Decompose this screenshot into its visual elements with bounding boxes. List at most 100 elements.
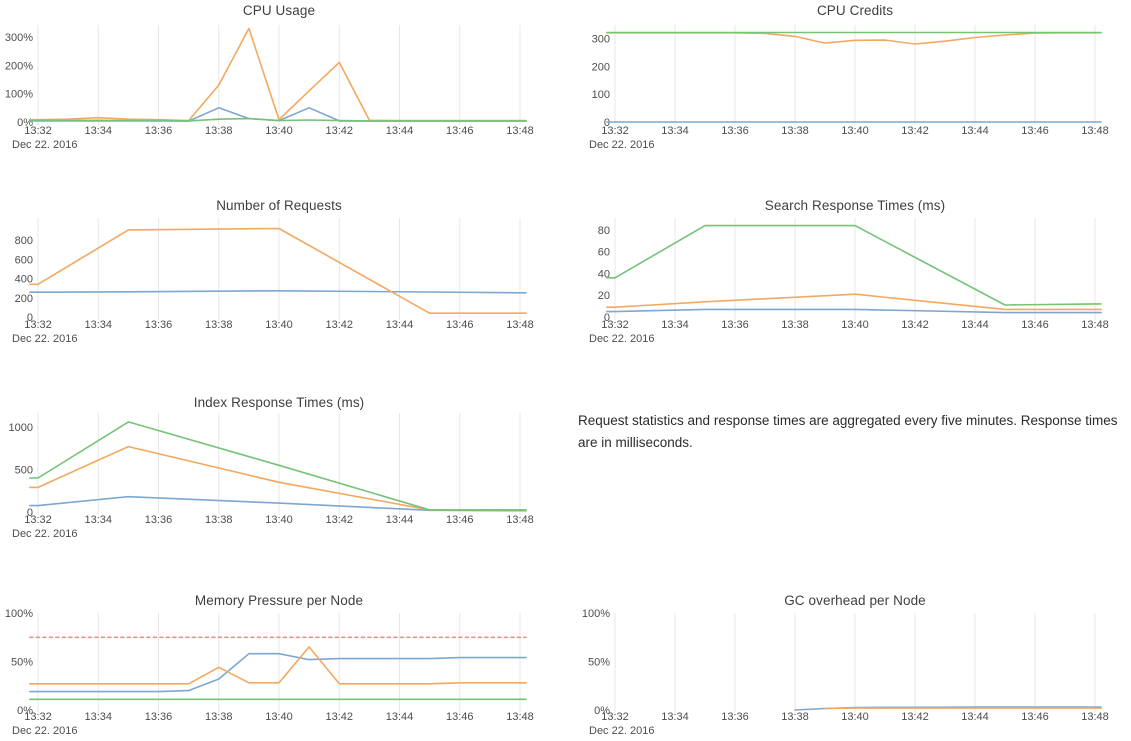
x-axis-date-label: Dec 22. 2016 <box>12 725 77 737</box>
chart-number-of-requests: 13:32 13:34 13:36 13:38 13:40 13:42 13:44 13:46… <box>0 190 565 385</box>
y-tick-label: 50% <box>11 657 33 669</box>
chart-title-index-response-times: Index Response Times (ms) <box>193 395 365 410</box>
x-tick-label: 13:48 <box>1081 125 1109 137</box>
x-tick-label: 13:44 <box>386 711 414 723</box>
y-tick-label: 100 <box>592 89 610 101</box>
x-axis-date-label: Dec 22. 2016 <box>589 333 654 345</box>
y-tick-label: 200 <box>592 61 610 73</box>
aggregation-note-text: Request statistics and response times ar… <box>578 413 1118 450</box>
y-tick-label: 0 <box>27 507 33 519</box>
x-tick-label: 13:40 <box>265 711 293 723</box>
gc-overhead-plot: 13:32 13:34 13:36 13:38 13:40 13:42 13:44 13:46… <box>582 608 1109 737</box>
y-tick-label: 100% <box>5 89 33 101</box>
x-tick-label: 13:44 <box>386 319 414 331</box>
y-tick-label: 60 <box>598 247 610 259</box>
y-tick-label: 100% <box>5 608 33 620</box>
x-tick-label: 13:44 <box>961 711 989 723</box>
y-tick-label: 500 <box>15 465 33 477</box>
chart-title-search-response-times: Search Response Times (ms) <box>764 198 946 213</box>
x-tick-label: 13:40 <box>841 711 869 723</box>
chart-title-cpu-usage: CPU Usage <box>242 3 316 18</box>
y-tick-label: 0% <box>17 117 33 129</box>
chart-gc-overhead-per-node: 13:32 13:34 13:36 13:38 13:40 13:42 13:44 13:46… <box>565 580 1131 741</box>
x-tick-label: 13:34 <box>84 125 112 137</box>
x-tick-label: 13:46 <box>446 711 474 723</box>
index-response-times-green-line <box>29 421 527 511</box>
y-tick-label: 0% <box>594 705 610 717</box>
search-response-times-plot: 13:32 13:34 13:36 13:38 13:40 13:42 13:44 13:46… <box>589 218 1109 345</box>
x-axis-date-label: Dec 22. 2016 <box>12 139 77 151</box>
y-tick-label: 300 <box>592 33 610 45</box>
y-tick-label: 80 <box>598 225 610 237</box>
x-tick-label: 13:48 <box>506 711 534 723</box>
x-tick-label: 13:42 <box>901 125 929 137</box>
x-tick-label: 13:36 <box>721 319 749 331</box>
x-tick-label: 13:34 <box>84 514 112 526</box>
x-tick-label: 13:34 <box>661 125 689 137</box>
memory-pressure-per-node-blue-line <box>29 652 527 693</box>
x-tick-label: 13:46 <box>1021 125 1049 137</box>
search-response-times-green-line <box>606 224 1102 306</box>
x-tick-label: 13:42 <box>901 711 929 723</box>
memory-pressure-per-node-orange-line <box>29 646 527 685</box>
y-tick-label: 400 <box>15 274 33 286</box>
x-tick-label: 13:40 <box>265 319 293 331</box>
x-tick-label: 13:44 <box>386 125 414 137</box>
x-axis-date-label: Dec 22. 2016 <box>12 528 77 540</box>
x-tick-label: 13:38 <box>205 514 233 526</box>
x-tick-label: 13:44 <box>961 125 989 137</box>
x-tick-label: 13:42 <box>901 319 929 331</box>
y-tick-label: 800 <box>15 235 33 247</box>
chart-cpu-credits: 13:32 13:34 13:36 13:38 13:40 13:42 13:44 13:46… <box>565 0 1131 190</box>
chart-memory-pressure-per-node: 13:32 13:34 13:36 13:38 13:40 13:42 13:44 13:46… <box>0 580 565 741</box>
y-tick-label: 0 <box>604 117 610 129</box>
x-tick-label: 13:48 <box>506 514 534 526</box>
x-tick-label: 13:46 <box>1021 711 1049 723</box>
x-tick-label: 13:34 <box>661 319 689 331</box>
x-tick-label: 13:38 <box>205 711 233 723</box>
x-tick-label: 13:46 <box>446 125 474 137</box>
search-response-times-blue-line <box>606 308 1102 314</box>
x-tick-label: 13:34 <box>84 711 112 723</box>
chart-title-number-of-requests: Number of Requests <box>216 198 342 213</box>
number-of-requests-orange-line <box>29 227 527 314</box>
x-axis-date-label: Dec 22. 2016 <box>12 333 77 345</box>
x-tick-label: 13:48 <box>506 319 534 331</box>
chart-index-response-times: 13:32 13:34 13:36 13:38 13:40 13:42 13:44 13:46… <box>0 385 565 580</box>
aggregation-note: Request statistics and response times ar… <box>565 385 1131 580</box>
y-tick-label: 200% <box>5 60 33 72</box>
x-tick-label: 13:32 <box>601 125 629 137</box>
y-tick-label: 0 <box>604 312 610 324</box>
number-of-requests-blue-line <box>29 290 527 294</box>
chart-title-cpu-credits: CPU Credits <box>816 3 894 18</box>
search-response-times-orange-line <box>606 293 1102 311</box>
x-tick-label: 13:36 <box>721 711 749 723</box>
x-tick-label: 13:42 <box>325 514 353 526</box>
x-tick-label: 13:32 <box>601 711 629 723</box>
x-tick-label: 13:38 <box>781 711 809 723</box>
x-tick-label: 13:48 <box>506 125 534 137</box>
x-tick-label: 13:32 <box>601 319 629 331</box>
cpu-usage-green-line <box>29 117 527 122</box>
cpu-credits-plot: 13:32 13:34 13:36 13:38 13:40 13:42 13:44 13:46… <box>589 25 1109 151</box>
chart-title-memory-pressure: Memory Pressure per Node <box>194 593 364 608</box>
y-tick-label: 200 <box>15 293 33 305</box>
chart-search-response-times: 13:32 13:34 13:36 13:38 13:40 13:42 13:44 13:46… <box>565 190 1131 385</box>
x-tick-label: 13:42 <box>325 125 353 137</box>
memory-pressure-plot: 13:32 13:34 13:36 13:38 13:40 13:42 13:44 13:46… <box>5 608 534 737</box>
x-tick-label: 13:38 <box>781 319 809 331</box>
index-response-times-plot: 13:32 13:34 13:36 13:38 13:40 13:42 13:44 13:46… <box>9 413 534 540</box>
y-tick-label: 0 <box>27 312 33 324</box>
cpu-credits-orange-line <box>606 31 1102 45</box>
y-tick-label: 20 <box>598 290 610 302</box>
index-response-times-blue-line <box>29 495 527 512</box>
x-tick-label: 13:32 <box>24 125 52 137</box>
x-tick-label: 13:36 <box>145 711 173 723</box>
chart-cpu-usage: 13:32 13:34 13:36 13:38 13:40 13:42 13:44 13:46… <box>0 0 565 190</box>
y-tick-label: 100% <box>582 608 610 620</box>
x-tick-label: 13:46 <box>446 514 474 526</box>
number-of-requests-plot: 13:32 13:34 13:36 13:38 13:40 13:42 13:44 13:46… <box>12 218 534 345</box>
x-tick-label: 13:40 <box>841 125 869 137</box>
x-tick-label: 13:42 <box>325 711 353 723</box>
